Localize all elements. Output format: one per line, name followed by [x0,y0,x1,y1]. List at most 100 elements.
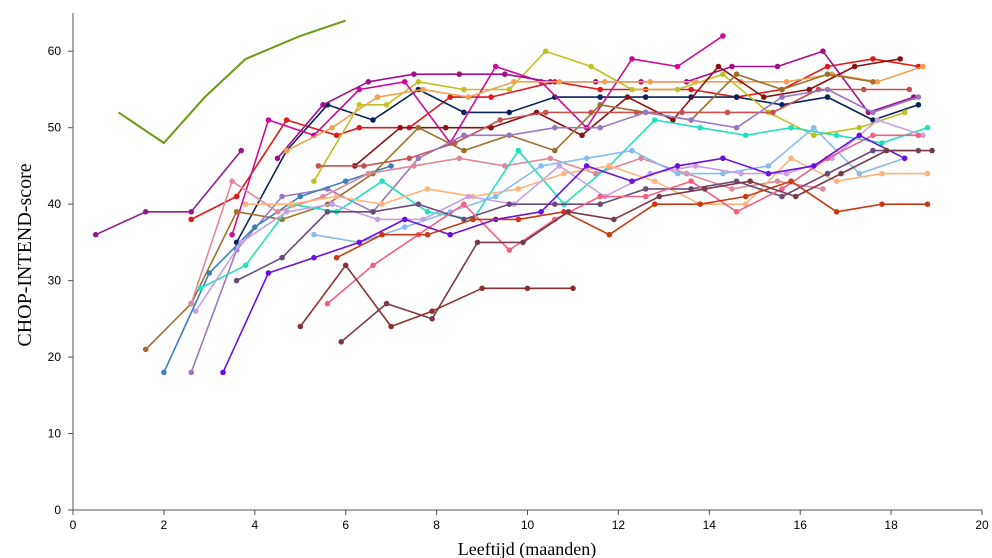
data-point [779,94,785,100]
series-8 [283,63,926,154]
data-point [688,94,694,100]
data-point [920,132,926,139]
data-point [924,170,931,177]
data-point [324,300,331,307]
data-point [342,178,349,184]
data-point [901,155,908,162]
data-point [288,201,295,207]
series-14 [188,155,826,307]
data-point [424,186,431,192]
data-point [833,209,840,215]
y-ticks: 0 10 20 30 40 50 60 [48,44,73,517]
data-point [233,277,240,284]
data-point [870,56,876,62]
data-point [670,117,676,123]
data-point [742,193,749,200]
data-point [779,193,785,200]
data-point [388,323,394,330]
series-line [190,157,824,304]
data-point [229,231,235,238]
data-point [733,209,740,215]
data-point [370,262,376,269]
data-point [915,132,922,139]
data-point [192,308,199,315]
data-point [747,178,753,184]
data-point [742,132,749,139]
data-point [361,163,367,169]
data-point [688,117,694,123]
series-line [299,264,573,328]
data-point [652,201,658,207]
data-point [465,193,472,200]
series-line [231,35,724,235]
data-point [229,178,235,184]
data-point [274,155,281,162]
data-point [811,124,817,131]
data-point [597,94,603,100]
series-line [340,149,932,343]
data-point [565,209,572,215]
data-point [624,94,631,100]
data-point [811,132,817,139]
data-point [365,170,372,177]
data-point [538,209,544,215]
data-point [188,369,194,376]
x-tick-label: 10 [521,518,535,532]
data-point [233,209,240,215]
data-point [406,155,413,162]
data-point [188,300,194,307]
data-point [629,178,635,184]
series-21 [220,132,908,376]
series-line [236,149,919,282]
data-point [897,56,903,62]
data-point [733,124,740,131]
data-point [556,163,563,169]
data-point [879,170,885,177]
data-point [424,209,431,215]
data-point [856,124,863,131]
data-point [647,79,653,85]
data-point [329,124,335,131]
data-point [838,170,844,177]
data-point [311,254,317,261]
data-point [879,201,885,207]
data-point [520,239,526,246]
data-point [370,117,376,123]
x-ticks: 0 2 4 6 8 10 12 14 16 18 20 [70,510,989,532]
data-point [356,124,363,131]
series-line [95,150,242,236]
data-point [342,262,349,269]
data-point [656,193,663,200]
data-point [765,170,772,177]
series-line [195,119,924,312]
x-tick-label: 2 [161,518,168,532]
data-point [274,209,281,215]
data-point [402,216,408,223]
data-point [479,285,485,292]
data-point [652,117,658,123]
data-point [783,170,790,177]
data-point [283,117,290,123]
data-point [388,163,394,169]
data-point [488,124,494,131]
x-tick-label: 12 [612,518,626,532]
x-tick-label: 0 [70,518,77,532]
data-point [697,201,703,207]
data-point [733,94,740,100]
data-point [738,170,744,177]
data-point [806,86,813,93]
data-point [238,239,244,246]
data-point [383,102,390,108]
series-line [117,19,347,144]
data-point [311,231,317,238]
data-point [506,109,513,116]
data-point [429,316,435,322]
x-tick-label: 20 [975,518,989,532]
data-point [397,124,404,131]
data-point [424,231,431,238]
y-tick-label: 30 [48,274,62,288]
data-point [688,178,694,184]
data-point [506,132,513,139]
data-point [379,201,385,207]
data-point [674,86,681,93]
